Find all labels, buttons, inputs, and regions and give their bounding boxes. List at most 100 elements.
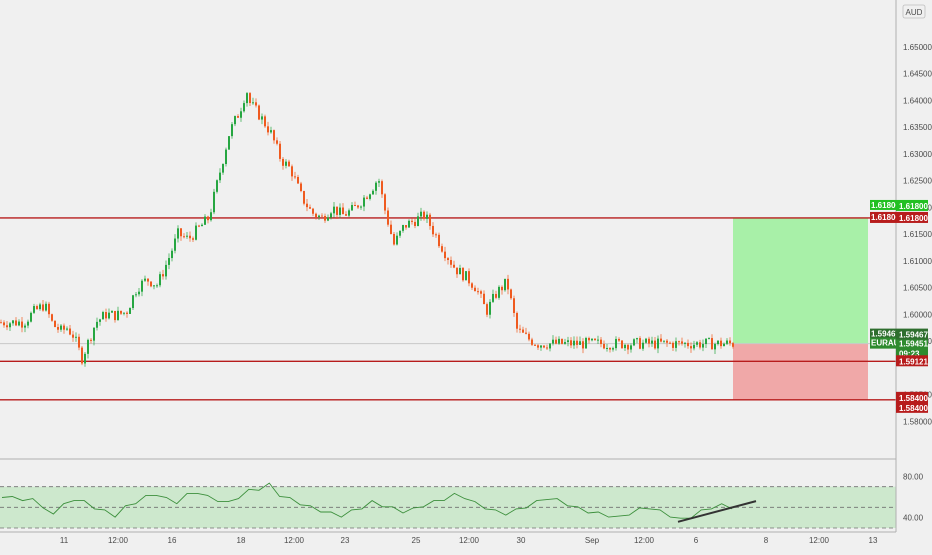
candle-body-169 <box>507 278 509 290</box>
ask-axis-text: 1.59467 <box>899 331 928 340</box>
candle-body-110 <box>330 213 332 218</box>
candle-body-120 <box>360 206 362 208</box>
candle-body-65 <box>195 225 197 240</box>
candle-body-55 <box>165 264 167 277</box>
candle-body-0 <box>0 322 2 324</box>
candle-body-196 <box>588 337 590 341</box>
target-price-tag-bg <box>870 199 896 210</box>
candle-body-190 <box>570 340 572 346</box>
candle-body-207 <box>621 340 623 349</box>
candle-body-71 <box>213 191 215 213</box>
candle-body-104 <box>312 208 314 214</box>
candle-body-1 <box>3 322 5 326</box>
candle-body-218 <box>654 340 656 349</box>
candle-body-235 <box>705 338 707 345</box>
candle-body-43 <box>129 308 131 314</box>
level-axis-text-1: 1.61800 <box>899 214 928 223</box>
candle-body-80 <box>240 111 242 118</box>
horizontal-levels[interactable] <box>0 217 896 401</box>
stop-zone[interactable] <box>733 343 868 400</box>
candle-body-48 <box>144 278 146 281</box>
candle-body-38 <box>114 310 116 321</box>
candle-body-101 <box>303 191 305 204</box>
candle-body-125 <box>375 182 377 191</box>
candle-body-19 <box>57 327 59 330</box>
position-zones[interactable] <box>733 217 868 400</box>
candle-body-106 <box>318 215 320 218</box>
currency-badge[interactable] <box>902 4 926 19</box>
candle-body-168 <box>504 278 506 291</box>
candle-body-222 <box>666 340 668 343</box>
candle-body-179 <box>537 345 539 348</box>
ask-price-tag-text-0: 1.59467 <box>871 330 900 339</box>
candle-body-221 <box>663 340 665 342</box>
candle-body-186 <box>558 338 560 344</box>
candle-body-105 <box>315 213 317 218</box>
time-axis[interactable]: 11 12:00 16 18 12:00 23 25 12:00 30 Sep 12:00 6 8 12:… <box>60 536 878 545</box>
symbol-tag-bg <box>870 337 896 349</box>
candle-body-12 <box>36 306 38 310</box>
price-tick-2: 1.64000 <box>903 96 932 105</box>
candle-body-32 <box>96 321 98 328</box>
candle-body-213 <box>639 338 641 349</box>
level-axis-text-3b: 1.58400 <box>899 404 928 413</box>
candle-body-241 <box>723 343 725 347</box>
time-tick-11: 6 <box>694 536 699 545</box>
time-tick-1: 12:00 <box>108 536 129 545</box>
candle-body-76 <box>228 136 230 150</box>
price-tick-1: 1.64500 <box>903 70 932 79</box>
candle-body-220 <box>660 338 662 342</box>
candle-body-129 <box>387 210 389 225</box>
level-tag-1-bg <box>870 211 896 223</box>
candle-body-17 <box>51 314 53 321</box>
candle-body-42 <box>126 312 128 314</box>
time-tick-2: 16 <box>168 536 177 545</box>
candle-body-178 <box>534 344 536 346</box>
candle-body-91 <box>273 130 275 141</box>
candle-body-197 <box>591 338 593 341</box>
candle-body-67 <box>201 224 203 227</box>
target-price-tag: 1.61800 <box>870 199 900 210</box>
candle-body-175 <box>525 332 527 334</box>
candle-body-214 <box>642 342 644 349</box>
candle-body-8 <box>24 325 26 328</box>
candle-body-231 <box>693 344 695 349</box>
candle-body-172 <box>516 312 518 329</box>
candle-body-69 <box>207 216 209 221</box>
rsi-trend-line[interactable] <box>677 500 757 523</box>
level-axis-tag-3 <box>896 391 928 413</box>
candle-body-152 <box>456 267 458 275</box>
candle-body-98 <box>294 176 296 178</box>
time-tick-9: Sep <box>585 536 600 545</box>
candle-body-204 <box>612 348 614 350</box>
candle-body-119 <box>357 205 359 208</box>
time-tick-12: 8 <box>764 536 769 545</box>
countdown-text: 09:23 <box>899 350 920 359</box>
candle-body-78 <box>234 116 236 125</box>
candle-body-227 <box>681 341 683 344</box>
level-axis-text-2: 1.59121 <box>899 357 928 366</box>
candle-body-121 <box>363 197 365 207</box>
candle-body-158 <box>474 287 476 292</box>
candle-body-219 <box>657 338 659 349</box>
candle-body-26 <box>78 336 80 348</box>
candle-body-192 <box>576 340 578 345</box>
candle-body-165 <box>495 293 497 298</box>
candle-body-189 <box>567 340 569 343</box>
candle-body-137 <box>411 220 413 222</box>
time-tick-0: 11 <box>60 536 69 545</box>
candle-body-242 <box>726 340 728 344</box>
candle-body-188 <box>564 342 566 344</box>
target-zone[interactable] <box>733 217 868 344</box>
candle-body-161 <box>483 293 485 305</box>
candle-body-21 <box>63 325 65 330</box>
candle-body-144 <box>432 225 434 235</box>
time-tick-10: 12:00 <box>634 536 655 545</box>
candle-body-93 <box>279 143 281 159</box>
candle-body-224 <box>672 342 674 348</box>
candle-body-82 <box>246 93 248 104</box>
candle-body-96 <box>288 161 290 167</box>
candle-body-62 <box>186 235 188 237</box>
